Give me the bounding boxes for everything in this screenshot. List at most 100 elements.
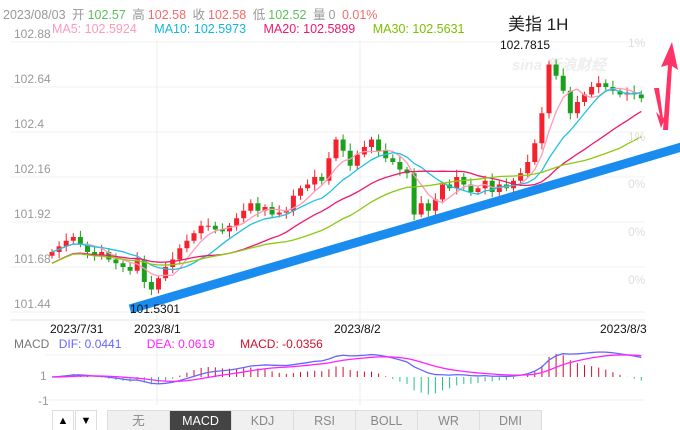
candle-body (546, 64, 552, 114)
candle-body (617, 90, 623, 95)
down-arrow-icon (654, 88, 667, 128)
candle-body (489, 180, 495, 192)
min-price-annotation: 101.5301 (130, 302, 181, 316)
x-tick-label: 2023/7/31 (50, 322, 104, 336)
candle-body (148, 282, 154, 290)
dif-value: DIF: 0.0441 (58, 337, 122, 351)
candle-body (376, 139, 382, 151)
tab-dmi[interactable]: DMI (479, 410, 542, 430)
quote-header: 2023/08/03 开 102.57 高 102.58 收 102.58 低 102.… (3, 4, 380, 23)
candle-body (134, 259, 140, 271)
candle-body (141, 259, 147, 282)
y-tick-label: 102.16 (14, 162, 51, 176)
candle-body (560, 75, 566, 91)
y-tick-label: 101.68 (14, 252, 51, 266)
candle-body (255, 203, 261, 211)
candle-body (532, 143, 538, 162)
chart-title: 美指 1H (508, 15, 569, 34)
dea-value: DEA: 0.0619 (146, 337, 215, 351)
ma20-value: MA20: 102.5899 (263, 22, 356, 36)
tab-none[interactable]: 无 (107, 410, 170, 430)
candle-body (596, 83, 602, 87)
candle-body (290, 195, 296, 211)
percent-label: 1% (628, 36, 646, 50)
ma-legend: MA5: 102.5924 MA10: 102.5973 MA20: 102.5… (52, 22, 479, 36)
quote-date: 2023/08/03 (3, 8, 66, 22)
y-tick-label: 102.64 (14, 72, 51, 86)
candle-body (333, 139, 339, 159)
tab-macd[interactable]: MACD (169, 410, 232, 430)
trend-line (128, 142, 680, 314)
candle-body (269, 207, 275, 215)
percent-label: 1% (628, 130, 646, 144)
candle-body (589, 87, 595, 95)
percent-label: 0% (628, 177, 646, 191)
candle-body (553, 64, 559, 76)
macd-value: MACD: -0.0356 (240, 337, 323, 351)
candle-body (475, 188, 481, 192)
candle-body (326, 158, 332, 181)
percent-label: 0% (628, 225, 646, 239)
candle-body (369, 139, 374, 147)
candle-body (305, 184, 311, 189)
candle-body (354, 154, 360, 166)
scroll-up-button[interactable]: ▲ (52, 410, 74, 430)
y-tick-label: 101.44 (14, 297, 51, 311)
candle-body (298, 188, 303, 196)
tab-kdj[interactable]: KDJ (231, 410, 294, 430)
close-label: 收 (192, 8, 206, 22)
candle-body (63, 240, 69, 247)
candle-body (582, 94, 587, 102)
up-arrow-icon (661, 42, 678, 130)
candle-body (99, 252, 105, 256)
candle-body (525, 162, 531, 174)
indicator-tabs: 无 MACD KDJ RSI BOLL WR DMI (107, 410, 542, 430)
scroll-down-button[interactable]: ▼ (75, 410, 97, 430)
low-label: 低 (252, 8, 266, 22)
candle-body (603, 83, 609, 87)
candle-body (425, 203, 431, 211)
candle-body (312, 177, 318, 185)
y-tick-label: 102.88 (14, 27, 51, 41)
ma30-line (51, 136, 642, 266)
macd-y-tick: -1 (38, 394, 49, 408)
open-label: 开 (72, 8, 85, 22)
candle-body (127, 267, 133, 271)
candle-body (219, 229, 225, 232)
y-tick-label: 101.92 (14, 207, 51, 221)
candle-body (77, 237, 83, 245)
candle-body (212, 225, 218, 230)
tab-boll[interactable]: BOLL (355, 410, 418, 430)
candle-body (397, 162, 403, 170)
tab-wr[interactable]: WR (417, 410, 480, 430)
macd-label: MACD (14, 337, 50, 351)
candle-body (234, 218, 240, 226)
ma30-value: MA30: 102.5631 (372, 22, 465, 36)
candle-body (248, 203, 254, 211)
y-tick-label: 102.4 (14, 117, 45, 131)
change-percent: 0.01% (341, 8, 378, 22)
candle-body (49, 252, 55, 256)
volume-value: 0 (328, 8, 336, 22)
candle-body (638, 94, 644, 99)
candle-body (92, 252, 98, 256)
candle-body (156, 278, 161, 290)
macd-header: MACD DIF: 0.0441 DEA: 0.0619 MACD: -0.03… (14, 337, 323, 351)
candle-body (440, 184, 445, 200)
candle-body (191, 233, 197, 241)
candle-body (496, 184, 502, 192)
candle-body (227, 225, 232, 232)
ma5-line (51, 87, 642, 277)
tab-rsi[interactable]: RSI (293, 410, 356, 430)
dif-line (51, 351, 642, 385)
x-tick-label: 2023/8/3 (600, 322, 647, 336)
candle-body (539, 113, 545, 144)
candle-body (163, 267, 169, 279)
macd-y-tick: 1 (40, 369, 47, 383)
ma5-value: MA5: 102.5924 (52, 22, 137, 36)
volume-label: 量 (312, 8, 326, 22)
x-tick-label: 2023/8/2 (334, 322, 381, 336)
high-label: 高 (132, 8, 145, 22)
